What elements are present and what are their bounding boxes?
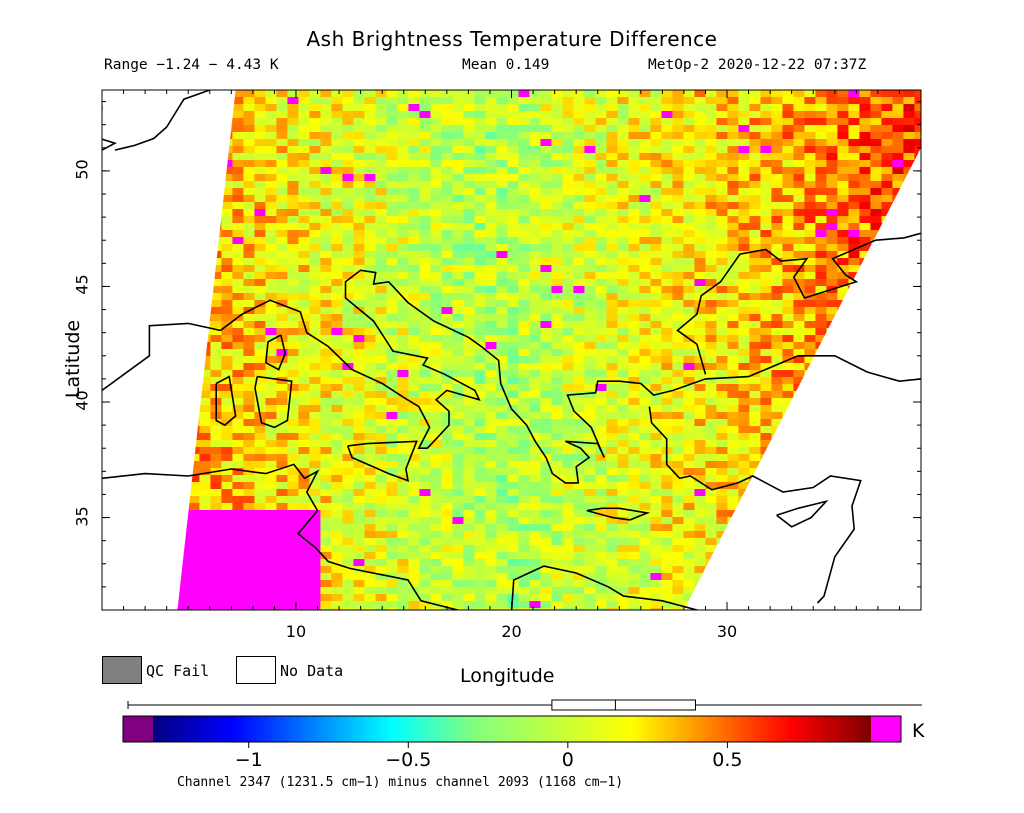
x-tick-label: 10: [285, 622, 307, 641]
coastline: [346, 440, 418, 482]
colorbar-underflow: [123, 716, 153, 742]
colorbar-unit: K: [912, 720, 925, 742]
qc-fail-swatch: [102, 656, 142, 684]
colorbar-overflow: [871, 716, 901, 742]
chart-title: Ash Brightness Temperature Difference: [306, 27, 718, 51]
coastline: [102, 463, 700, 610]
coastline: [776, 499, 829, 528]
y-tick-label: 45: [72, 274, 92, 296]
colorbar-ticks: [248, 742, 728, 748]
source-label: MetOp-2 2020-12-22 07:37Z: [648, 57, 867, 73]
colorbar-tick-label: 0: [561, 749, 574, 771]
coastline: [102, 269, 921, 484]
x-tick-label: 20: [501, 622, 522, 641]
coastline: [114, 90, 211, 151]
coastline: [648, 406, 862, 604]
x-axis-label: Longitude: [460, 665, 555, 687]
x-tick-label: 30: [716, 622, 738, 641]
coastlines: [102, 90, 921, 610]
range-label: Range −1.24 − 4.43 K: [104, 57, 279, 73]
y-tick-label: 50: [72, 159, 92, 180]
boxplot-iqr: [551, 699, 696, 711]
no-data-swatch: [236, 656, 276, 684]
swath-layer: [177, 90, 921, 610]
coastline: [586, 507, 651, 521]
colorbar-tick-label: −0.5: [385, 749, 432, 771]
swath-pixels: [177, 90, 921, 610]
axis-ticks: [102, 90, 921, 610]
colorbar-tick-label: −1: [234, 749, 263, 771]
coastline: [264, 334, 287, 371]
channel-footnote: Channel 2347 (1231.5 cm−1) minus channel…: [176, 775, 624, 790]
coastline: [215, 375, 237, 427]
colorbar-frame: [122, 715, 902, 743]
no-data-label: No Data: [280, 662, 344, 680]
qc-fail-label: QC Fail: [146, 662, 210, 680]
mean-label: Mean 0.149: [462, 57, 550, 73]
y-axis-label: Latitude: [62, 319, 84, 399]
colorbar: [153, 716, 871, 742]
coastline: [254, 375, 293, 429]
coastline: [102, 106, 117, 151]
y-tick-label: 35: [72, 505, 92, 527]
coastline: [676, 232, 921, 375]
colorbar-tick-label: 0.5: [712, 749, 743, 771]
